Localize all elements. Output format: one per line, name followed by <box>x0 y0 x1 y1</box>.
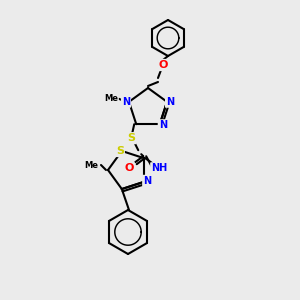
Text: N: N <box>166 97 174 107</box>
Text: S: S <box>116 146 124 156</box>
Text: S: S <box>127 133 135 143</box>
Text: N: N <box>159 120 167 130</box>
Text: N: N <box>122 97 130 107</box>
Text: NH: NH <box>151 163 167 173</box>
Text: N: N <box>143 176 151 186</box>
Text: Me: Me <box>84 160 98 169</box>
Text: O: O <box>124 163 134 173</box>
Text: Me: Me <box>104 94 118 103</box>
Text: O: O <box>158 60 168 70</box>
